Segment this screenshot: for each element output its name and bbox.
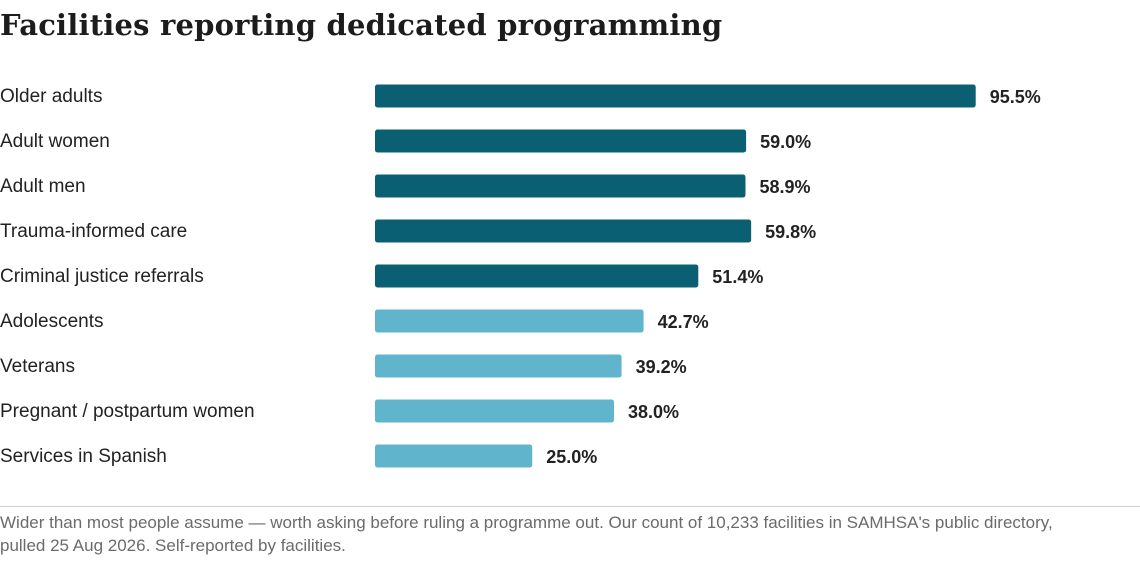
category-label: Older adults [0,86,102,107]
value-label: 58.9% [759,177,810,197]
chart-title: Facilities reporting dedicated programmi… [0,8,723,42]
bar [375,354,622,378]
value-label: 25.0% [546,447,597,467]
category-label: Adult men [0,176,86,197]
footnote: Wider than most people assume — worth as… [0,513,1053,555]
bar-chart: Older adults 95.5% Adult women 59.0% Adult m… [0,84,1041,468]
bar [375,444,533,468]
bar [375,264,699,288]
category-label: Adolescents [0,311,104,332]
category-label: Pregnant / postpartum women [0,401,255,422]
category-label: Services in Spanish [0,446,167,467]
bar [375,174,746,198]
value-label: 51.4% [712,267,763,287]
bar [375,399,615,423]
bar [375,84,976,108]
category-label: Trauma-informed care [0,221,187,242]
bar [375,219,752,243]
category-label: Veterans [0,356,75,377]
category-label: Adult women [0,131,110,152]
value-label: 42.7% [658,312,709,332]
value-label: 39.2% [636,357,687,377]
value-label: 59.8% [765,222,816,242]
footnote-divider [0,506,1140,507]
value-label: 95.5% [990,87,1041,107]
bar [375,129,747,153]
value-label: 38.0% [628,402,679,422]
bar [375,309,644,333]
value-label: 59.0% [760,132,811,152]
category-label: Criminal justice referrals [0,266,204,287]
